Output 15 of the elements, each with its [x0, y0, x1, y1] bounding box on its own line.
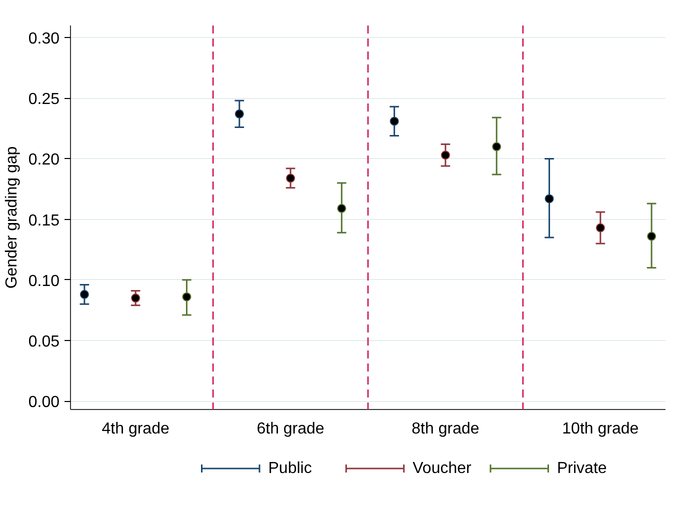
y-tick-label: 0.25 [28, 91, 60, 108]
y-tick-label: 0.05 [28, 333, 60, 350]
legend-label: Private [557, 460, 607, 477]
x-tick-label: 10th grade [562, 420, 639, 438]
x-tick-label: 8th grade [412, 420, 480, 438]
legend-label: Public [268, 460, 312, 477]
y-tick-label: 0.10 [28, 272, 60, 290]
y-tick-label: 0.00 [28, 394, 60, 412]
x-tick-label: 6th grade [256, 420, 324, 438]
x-tick-label: 4th grade [102, 420, 170, 438]
y-axis-title: Gender grading gap [3, 146, 20, 289]
y-tick-label: 0.15 [28, 212, 60, 230]
legend-label: Voucher [412, 460, 472, 477]
y-tick-label: 0.30 [28, 30, 60, 48]
y-tick-label: 0.20 [28, 152, 60, 169]
